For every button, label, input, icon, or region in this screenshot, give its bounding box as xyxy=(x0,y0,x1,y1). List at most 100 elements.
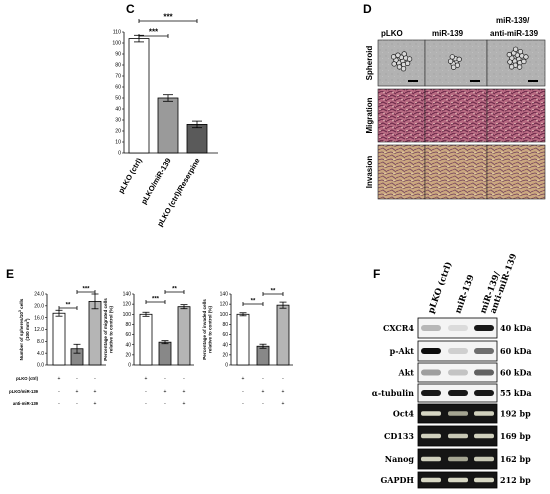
spheroid-cell xyxy=(521,58,527,65)
row-label-spheroid: Spheroid xyxy=(365,46,374,81)
scale-bar xyxy=(408,80,418,82)
y-tick-label: 0 xyxy=(118,151,121,157)
y-tick-label: 70 xyxy=(115,74,121,80)
condition-sign: - xyxy=(242,389,244,395)
panel-d-letter: D xyxy=(363,2,372,16)
y-axis-label-part: (100 mm xyxy=(25,322,30,341)
y-tick-label: 140 xyxy=(123,292,132,298)
migration-image xyxy=(486,88,546,143)
band-size: 212 bp xyxy=(500,475,531,485)
y-axis-label-sup: 3 xyxy=(18,310,22,312)
significance-label: ** xyxy=(271,289,276,295)
condition-sign: + xyxy=(262,389,265,395)
band-label: Nanog xyxy=(385,454,415,464)
column-label-mir139-anti: miR-139/ xyxy=(496,16,530,25)
spheroid-cell xyxy=(390,54,397,60)
invasion-image xyxy=(424,144,488,200)
condition-label: pLKO (ctrl) xyxy=(16,376,38,381)
y-tick-label: 40 xyxy=(115,107,121,113)
spheroid-cell xyxy=(391,61,397,67)
condition-sign: + xyxy=(164,389,167,395)
x-category-label: pLKO (ctrl) xyxy=(116,156,144,195)
y-axis-label-part: cells xyxy=(19,298,24,310)
condition-sign: + xyxy=(183,389,186,395)
gel-band xyxy=(421,433,441,439)
y-tick-label: 16.0 xyxy=(34,315,44,321)
scale-bar xyxy=(528,80,538,82)
lane-label: miR-139 xyxy=(453,273,476,315)
y-axis-label-line: Percentage of migrated cells xyxy=(103,298,108,361)
gel-band xyxy=(474,433,494,439)
bar xyxy=(88,300,102,366)
y-tick-label: 120 xyxy=(123,302,132,308)
condition-sign: - xyxy=(94,376,96,382)
condition-sign: - xyxy=(164,376,166,382)
lane-label: pLKO (ctrl) xyxy=(425,260,454,315)
column-label-plko: pLKO xyxy=(381,29,403,38)
blot-strip xyxy=(417,340,498,362)
y-tick-label: 50 xyxy=(115,96,121,102)
band-size: 40 kDa xyxy=(500,323,532,333)
bar xyxy=(128,38,150,154)
spheroid-cell xyxy=(508,64,515,70)
y-axis-label-part: Number of spheres/10 xyxy=(19,312,24,361)
y-tick-label: 10 xyxy=(115,140,121,146)
band-size: 169 bp xyxy=(500,431,531,441)
gel-band xyxy=(474,411,494,416)
significance-label: ** xyxy=(172,287,177,293)
significance-label: ** xyxy=(251,299,256,305)
western-band xyxy=(448,325,468,331)
panel-e-chart-spheres: 0.04.08.012.016.020.024.0*****Number of … xyxy=(18,287,106,369)
migration-image xyxy=(377,88,426,143)
western-band xyxy=(448,348,468,354)
band-size: 60 kDa xyxy=(500,346,532,356)
condition-label: pLKO/miR-139 xyxy=(9,389,39,394)
gel-band xyxy=(421,477,441,483)
spheroid-cell xyxy=(507,59,513,65)
column-label-mir139-anti: anti-miR-139 xyxy=(490,29,539,38)
y-tick-label: 100 xyxy=(112,41,121,47)
condition-sign: - xyxy=(145,389,147,395)
spheroid-cell xyxy=(400,66,407,72)
western-band xyxy=(474,348,494,354)
y-axis-label-line: relative to control (%) xyxy=(208,306,213,353)
condition-sign: - xyxy=(262,401,264,407)
band-size: 162 bp xyxy=(500,454,531,464)
band-size: 55 kDa xyxy=(500,388,532,398)
spheroid-cell xyxy=(449,54,455,60)
condition-sign: - xyxy=(58,389,60,395)
bar xyxy=(186,124,208,154)
y-tick-label: 80 xyxy=(125,322,131,328)
western-band xyxy=(474,390,494,396)
western-band xyxy=(421,325,441,331)
y-axis-label: (100 mm3) xyxy=(24,318,30,341)
y-tick-label: 20 xyxy=(222,352,228,358)
y-axis-label: Percentage of invaded cellsrelative to c… xyxy=(202,299,213,360)
condition-sign: + xyxy=(58,376,61,382)
spheroid-cell xyxy=(516,64,523,70)
row-label-invasion: Invasion xyxy=(365,156,374,189)
invasion-image xyxy=(486,144,546,200)
condition-label: anti-miR-139 xyxy=(13,401,39,406)
western-band xyxy=(421,348,441,354)
y-tick-label: 12.0 xyxy=(34,327,44,333)
y-tick-label: 0 xyxy=(225,363,228,369)
significance-label: *** xyxy=(152,297,160,303)
band-label: α-tubulin xyxy=(372,388,414,398)
condition-sign: + xyxy=(282,401,285,407)
x-category-label: pLKO/miR-139 xyxy=(139,157,173,206)
condition-sign: + xyxy=(145,376,148,382)
y-axis-label: Percentage of migrated cellsrelative to … xyxy=(103,298,114,361)
panel-c-letter: C xyxy=(126,2,135,16)
migration-image xyxy=(424,88,488,143)
panel-f-blots: pLKO (ctrl) miR-139 miR-139/anti-miR-139CX… xyxy=(372,252,532,489)
condition-sign: - xyxy=(145,401,147,407)
panel-e-condition-table: pLKO (ctrl) + - - + - - + - - pLKO/miR-139 - + + - + + - +… xyxy=(9,376,284,407)
western-band xyxy=(448,390,468,396)
band-size: 192 bp xyxy=(500,409,531,419)
condition-sign: - xyxy=(262,376,264,382)
bar xyxy=(52,312,66,366)
bar xyxy=(276,304,290,366)
y-tick-label: 90 xyxy=(115,52,121,58)
